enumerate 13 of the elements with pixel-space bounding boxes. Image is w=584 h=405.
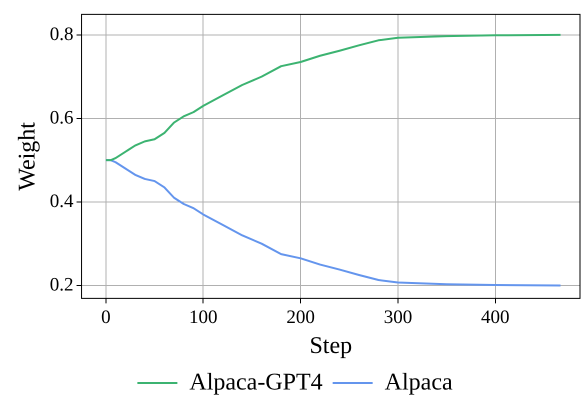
x-tick-label: 100: [188, 306, 218, 328]
x-tick-label: 400: [481, 306, 510, 328]
y-tick-label: 0.2: [50, 274, 74, 296]
x-axis-title: Step: [309, 332, 352, 359]
y-tick-label: 0.4: [50, 190, 74, 212]
y-tick-label: 0.8: [50, 24, 74, 45]
legend-label: Alpaca: [384, 369, 453, 396]
y-tick-label: 0.6: [50, 107, 74, 128]
x-tick-label: 200: [286, 306, 315, 328]
x-tick-label: 300: [384, 306, 412, 328]
legend-label: Alpaca-GPT4: [189, 369, 323, 396]
y-axis-title: Weight: [14, 122, 41, 191]
x-tick-label: 0: [101, 306, 111, 328]
